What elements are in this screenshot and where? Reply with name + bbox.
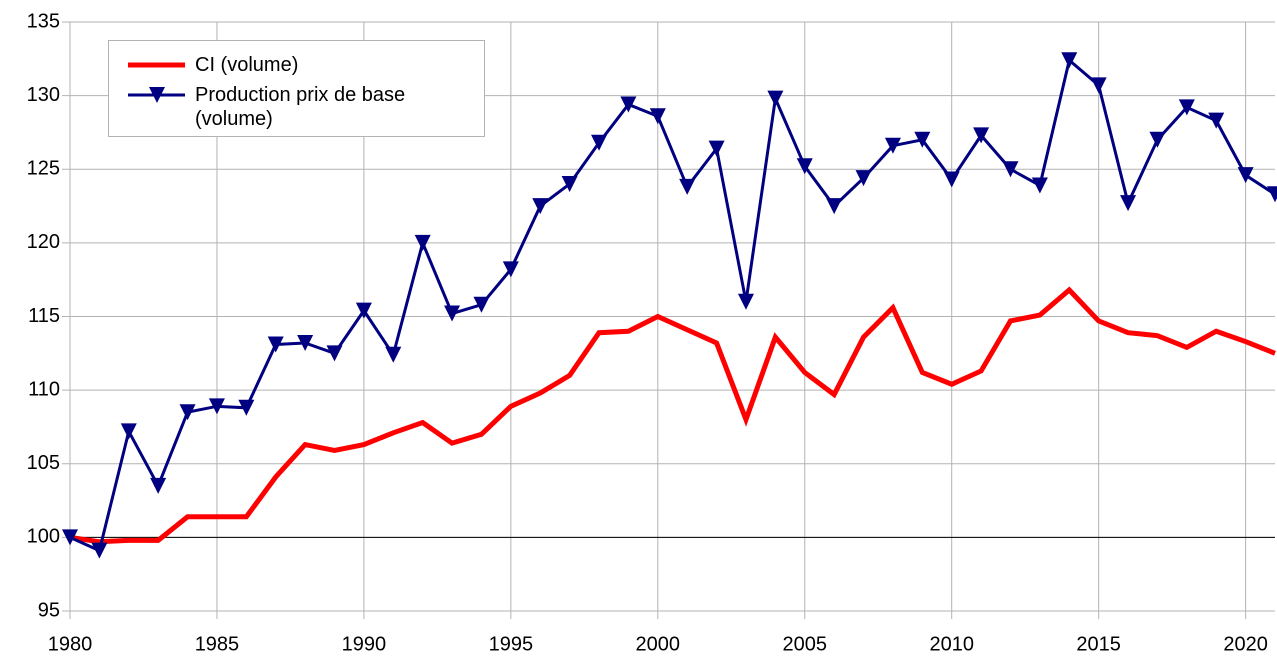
marker [1149, 131, 1166, 148]
legend: CI (volume) Production prix de base (vol… [108, 40, 485, 137]
x-tick-label: 2015 [1076, 633, 1121, 655]
marker [561, 175, 578, 192]
marker [532, 198, 549, 215]
x-tick-label: 2020 [1223, 633, 1268, 655]
marker [444, 305, 461, 322]
marker [150, 477, 167, 494]
marker [591, 134, 608, 151]
legend-label: CI (volume) [195, 54, 299, 76]
marker [297, 335, 314, 352]
x-tick-label: 2000 [636, 633, 681, 655]
marker [767, 90, 784, 107]
marker [884, 137, 901, 154]
marker [238, 399, 255, 416]
marker [1120, 195, 1137, 212]
x-tick-label: 1990 [342, 633, 387, 655]
marker [914, 131, 931, 148]
marker [943, 171, 960, 188]
series-line [69, 286, 1276, 545]
marker [1178, 99, 1195, 116]
marker [355, 302, 372, 319]
marker [649, 108, 666, 125]
marker [737, 293, 754, 310]
marker [385, 346, 402, 363]
marker [855, 170, 872, 187]
y-tick-label: 115 [28, 305, 60, 327]
marker [62, 529, 78, 546]
x-tick-label: 1995 [489, 633, 534, 655]
marker [208, 398, 225, 415]
marker [120, 423, 137, 440]
x-tick-label: 1985 [195, 633, 240, 655]
x-tick-label: 2010 [929, 633, 974, 655]
marker [179, 404, 196, 421]
series-line [69, 57, 1276, 553]
marker [267, 336, 284, 353]
marker [91, 542, 108, 559]
marker [414, 234, 431, 251]
marker [1031, 177, 1048, 194]
marker [1237, 167, 1254, 184]
y-tick-label: 110 [28, 378, 60, 400]
y-tick-label: 130 [27, 84, 60, 106]
legend-marker [149, 87, 165, 103]
marker [973, 127, 990, 144]
legend-swatches [128, 62, 185, 103]
marker [796, 158, 813, 175]
marker [1090, 77, 1107, 94]
marker [502, 261, 519, 278]
y-tick-label: 95 [38, 599, 60, 621]
marker [1267, 186, 1277, 203]
marker [826, 198, 843, 215]
marker [708, 140, 725, 157]
y-tick-label: 125 [27, 158, 60, 180]
marker [473, 296, 490, 313]
x-tick-label: 1980 [48, 633, 93, 655]
marker [620, 96, 637, 113]
marker [679, 178, 696, 195]
marker [1208, 112, 1225, 129]
y-tick-label: 120 [27, 231, 60, 253]
y-tick-label: 105 [27, 452, 60, 474]
y-tick-label: 135 [27, 10, 60, 32]
legend-label: Production prix de base (volume) [195, 84, 406, 130]
marker [326, 345, 343, 362]
marker [1002, 161, 1019, 178]
y-tick-label: 100 [27, 526, 60, 548]
x-tick-label: 2005 [783, 633, 828, 655]
marker [1061, 52, 1078, 69]
